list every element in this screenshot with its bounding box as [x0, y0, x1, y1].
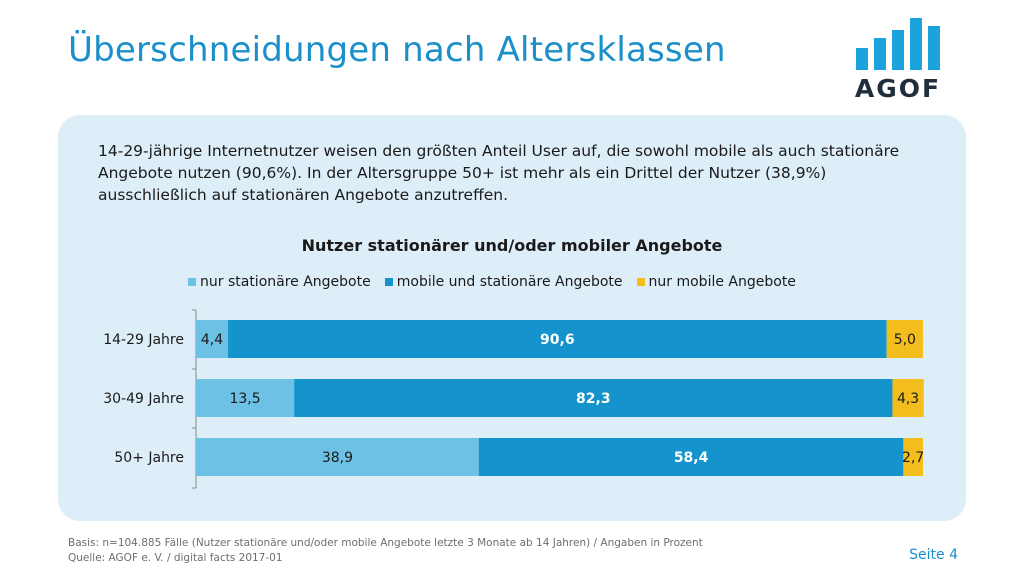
legend-label: mobile und stationäre Angebote: [396, 274, 623, 290]
logo-text: AGOF: [854, 74, 942, 103]
legend-swatch: [636, 278, 645, 286]
bar-segment: [903, 438, 923, 476]
logo-bar: [856, 48, 868, 70]
footer-source: Quelle: AGOF e. V. / digital facts 2017-…: [68, 552, 283, 564]
bar-segment: [196, 320, 228, 358]
bar-segment: [196, 438, 479, 476]
legend-item: mobile und stationäre Angebote: [384, 274, 623, 290]
logo-bar: [910, 18, 922, 70]
footer: Basis: n=104.885 Fälle (Nutzer stationär…: [68, 536, 703, 566]
data-label: 58,4: [674, 450, 709, 466]
category-label: 14-29 Jahre: [103, 332, 184, 348]
bar-segment: [478, 438, 904, 476]
logo-bar: [892, 30, 904, 70]
legend-label: nur mobile Angebote: [648, 274, 796, 290]
footer-basis: Basis: n=104.885 Fälle (Nutzer stationär…: [68, 537, 703, 549]
bar-segment: [196, 379, 295, 417]
chart-legend: nur stationäre Angebote mobile und stati…: [188, 272, 810, 292]
agof-logo: AGOF: [852, 18, 944, 103]
legend-swatch: [384, 278, 393, 286]
data-label: 4,4: [201, 332, 223, 348]
legend-item: nur mobile Angebote: [636, 274, 796, 290]
logo-bar: [874, 38, 886, 70]
category-label: 30-49 Jahre: [103, 391, 184, 407]
slide-title: Überschneidungen nach Altersklassen: [68, 30, 726, 70]
logo-bars-icon: [856, 18, 942, 70]
data-label: 90,6: [540, 332, 575, 348]
chart-title: Nutzer stationärer und/oder mobiler Ange…: [301, 236, 723, 255]
page-number: Seite 4: [909, 547, 958, 563]
bar-segment: [227, 320, 887, 358]
data-label: 4,3: [897, 391, 919, 407]
bar-segment: [892, 379, 924, 417]
data-label: 2,7: [902, 450, 924, 466]
data-label: 38,9: [322, 450, 353, 466]
legend-label: nur stationäre Angebote: [200, 274, 371, 290]
category-label: 50+ Jahre: [114, 450, 184, 466]
bar-segment: [886, 320, 923, 358]
data-label: 82,3: [576, 391, 611, 407]
data-label: 5,0: [894, 332, 916, 348]
bar-segment: [294, 379, 893, 417]
legend-swatch: [188, 278, 196, 286]
legend-item: nur stationäre Angebote: [188, 274, 371, 290]
logo-bar: [928, 26, 940, 70]
intro-text: 14-29-jährige Internetnutzer weisen den …: [98, 142, 900, 204]
data-label: 13,5: [229, 391, 260, 407]
